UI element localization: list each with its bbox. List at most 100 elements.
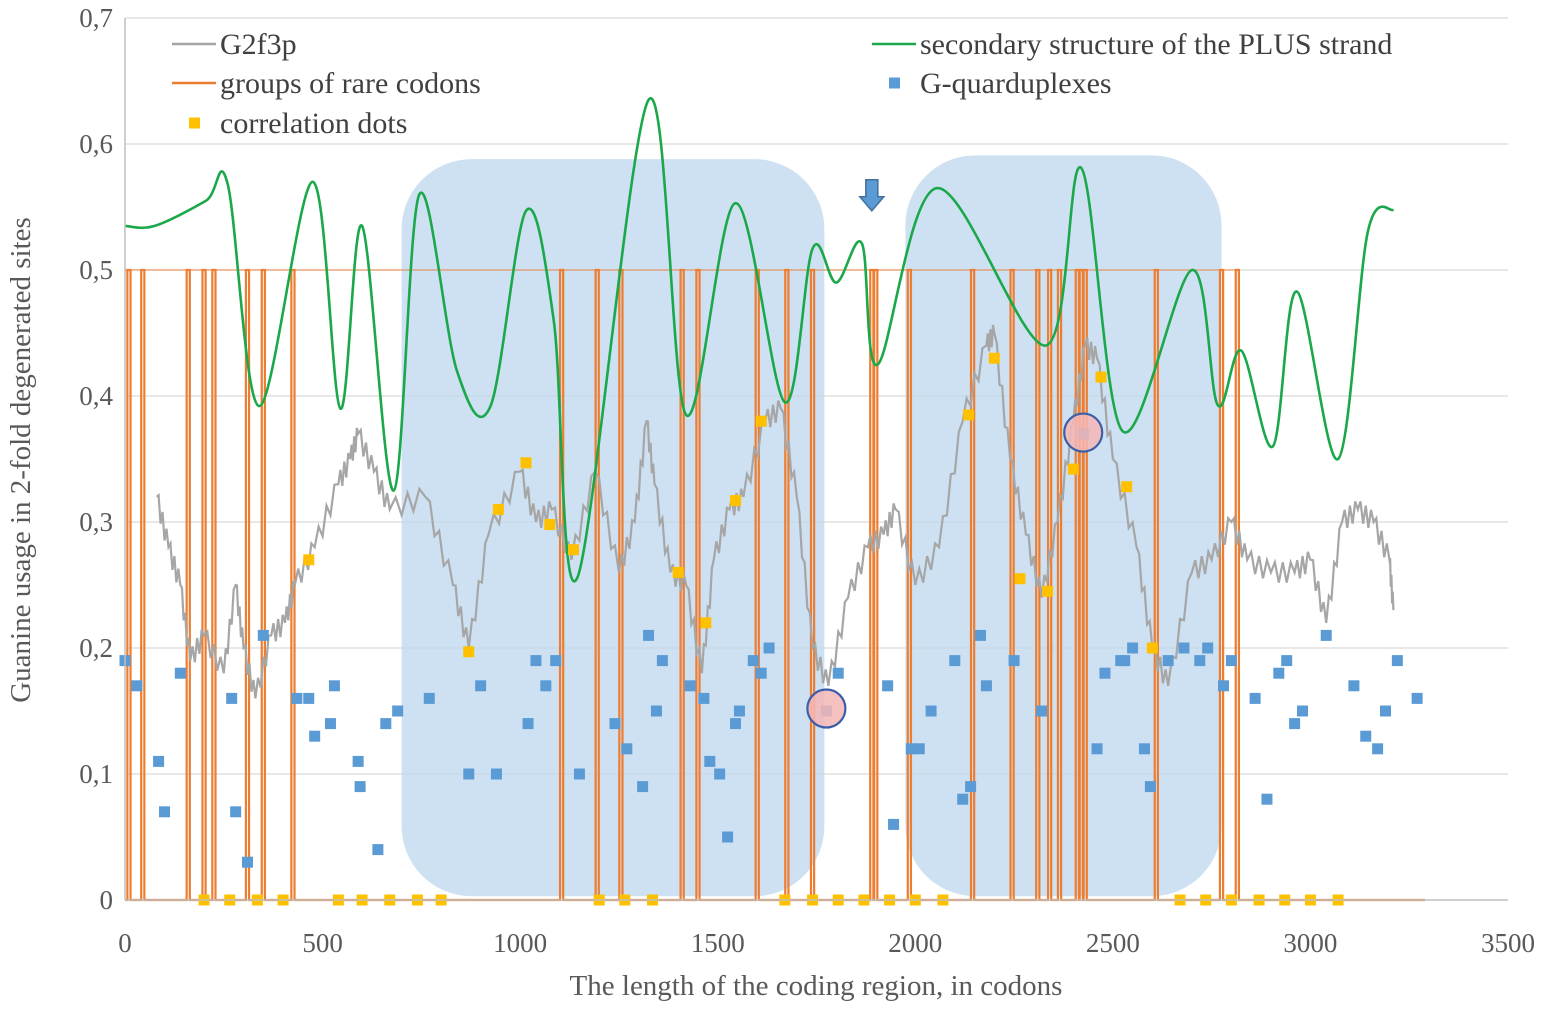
g-quadruplex-point xyxy=(550,655,562,667)
g-quadruplex-point xyxy=(763,642,775,654)
arrow-marker xyxy=(858,179,886,212)
legend-item-secondary: secondary structure of the PLUS strand xyxy=(872,28,1392,61)
secondary-structure-series xyxy=(124,97,1395,583)
correlation-dot-point xyxy=(544,519,556,531)
x-tick-label: 1000 xyxy=(493,928,547,958)
correlation-dot-point xyxy=(755,415,767,427)
x-tick-label: 1500 xyxy=(691,928,745,958)
correlation-dot-point xyxy=(1095,371,1107,383)
g-quadruplex-point xyxy=(1127,642,1139,654)
correlation-dot-point xyxy=(963,409,975,421)
correlation-dot-point xyxy=(520,457,532,469)
g-quadruplex-point xyxy=(1360,730,1372,742)
legend-label: correlation dots xyxy=(220,107,407,140)
legend-label: groups of rare codons xyxy=(220,67,481,100)
y-tick-label: 0,6 xyxy=(79,129,113,159)
correlation-dot-point xyxy=(988,352,1000,364)
g-quadruplex-point xyxy=(1225,655,1237,667)
g-quadruplex-point xyxy=(328,680,340,692)
g-quadruplex-point xyxy=(965,781,977,793)
g-quadruplex-point xyxy=(650,705,662,717)
axes xyxy=(124,18,1508,901)
g-quadruplex-point xyxy=(1348,680,1360,692)
g-quadruplex-point xyxy=(1289,718,1301,730)
g-quadruplex-point xyxy=(241,856,253,868)
g-quadruplex-point xyxy=(755,667,767,679)
g-quadruplex-point xyxy=(1217,680,1229,692)
g-quadruplex-point xyxy=(530,655,542,667)
g-quadruplex-point xyxy=(309,730,321,742)
g-quadruplex-point xyxy=(1036,705,1048,717)
tick-labels: 0 0,1 0,2 0,3 0,4 0,5 0,6 0,7 0 500 1000 1500 2000 25… xyxy=(79,3,1535,958)
correlation-dot-point xyxy=(1067,463,1079,475)
g-quadruplex-point xyxy=(722,831,734,843)
g-quadruplex-point xyxy=(905,743,917,755)
g-quadruplex-point xyxy=(573,768,585,780)
g-quadruplex-point xyxy=(1411,692,1423,704)
g-quadruplex-series xyxy=(119,428,1423,868)
g-quadruplex-point xyxy=(1099,667,1111,679)
y-tick-label: 0 xyxy=(100,885,114,915)
y-tick-label: 0,2 xyxy=(79,633,113,663)
g-quadruplex-point xyxy=(1008,655,1020,667)
legend-label: secondary structure of the PLUS strand xyxy=(920,28,1392,61)
g-quadruplex-point xyxy=(1391,655,1403,667)
g-quadruplex-point xyxy=(131,680,143,692)
legend-square-swatch xyxy=(889,77,900,89)
g-quadruplex-point xyxy=(1178,642,1190,654)
shaded-regions xyxy=(401,155,1222,897)
g-quadruplex-point xyxy=(1273,667,1285,679)
g-quadruplex-point xyxy=(1372,743,1384,755)
g-quadruplex-point xyxy=(1202,642,1214,654)
y-tick-label: 0,4 xyxy=(79,381,113,411)
g-quadruplex-point xyxy=(1194,655,1206,667)
g-quadruplex-point xyxy=(729,718,741,730)
g-quadruplex-point xyxy=(423,692,435,704)
x-axis-label: The length of the coding region, in codo… xyxy=(570,970,1063,1002)
correlation-dot-point xyxy=(567,544,579,556)
y-tick-label: 0,5 xyxy=(79,255,113,285)
g-quadruplex-point xyxy=(637,781,649,793)
g-quadruplex-point xyxy=(230,806,242,818)
g-quadruplex-point xyxy=(392,705,404,717)
x-tick-label: 500 xyxy=(302,928,343,958)
g-quadruplex-point xyxy=(1380,705,1392,717)
g-quadruplex-point xyxy=(354,781,366,793)
g-quadruplex-point xyxy=(643,629,655,641)
g-quadruplex-point xyxy=(463,768,475,780)
g-quadruplex-point xyxy=(747,655,759,667)
shaded-region xyxy=(401,159,825,897)
g-quadruplex-point xyxy=(1281,655,1293,667)
g-quadruplex-point xyxy=(153,755,165,767)
x-tick-label: 3500 xyxy=(1481,928,1535,958)
correlation-dot-point xyxy=(700,617,712,629)
correlation-dot-point xyxy=(1146,642,1158,654)
correlation-dot-point xyxy=(1121,481,1133,493)
highlight-circles xyxy=(806,412,1104,729)
g-quadruplex-point xyxy=(698,692,710,704)
g-quadruplex-point xyxy=(380,718,392,730)
g-quadruplex-point xyxy=(714,768,726,780)
correlation-dot-point xyxy=(1014,573,1026,585)
legend-item-gquad: G-quarduplexes xyxy=(889,67,1112,100)
shaded-region xyxy=(905,155,1222,897)
g-quadruplex-point xyxy=(1119,655,1131,667)
g-quadruplex-point xyxy=(522,718,534,730)
legend-item-g2f3p: G2f3p xyxy=(172,28,297,61)
x-tick-label: 3000 xyxy=(1283,928,1337,958)
legend-item-rare: groups of rare codons xyxy=(172,67,481,100)
g-quadruplex-point xyxy=(1144,781,1156,793)
g-quadruplex-point xyxy=(540,680,552,692)
g-quadruplex-point xyxy=(704,755,716,767)
g-quadruplex-point xyxy=(372,844,384,856)
legend-label: G2f3p xyxy=(220,28,297,61)
g-quadruplex-point xyxy=(656,655,668,667)
g-quadruplex-point xyxy=(1320,629,1332,641)
y-tick-label: 0,1 xyxy=(79,759,113,789)
correlation-dot-point xyxy=(729,495,741,507)
x-tick-label: 2500 xyxy=(1086,928,1140,958)
highlight-circle xyxy=(1063,412,1104,453)
x-tick-label: 2000 xyxy=(888,928,942,958)
g-quadruplex-point xyxy=(888,818,900,830)
highlight-circle xyxy=(806,688,847,729)
